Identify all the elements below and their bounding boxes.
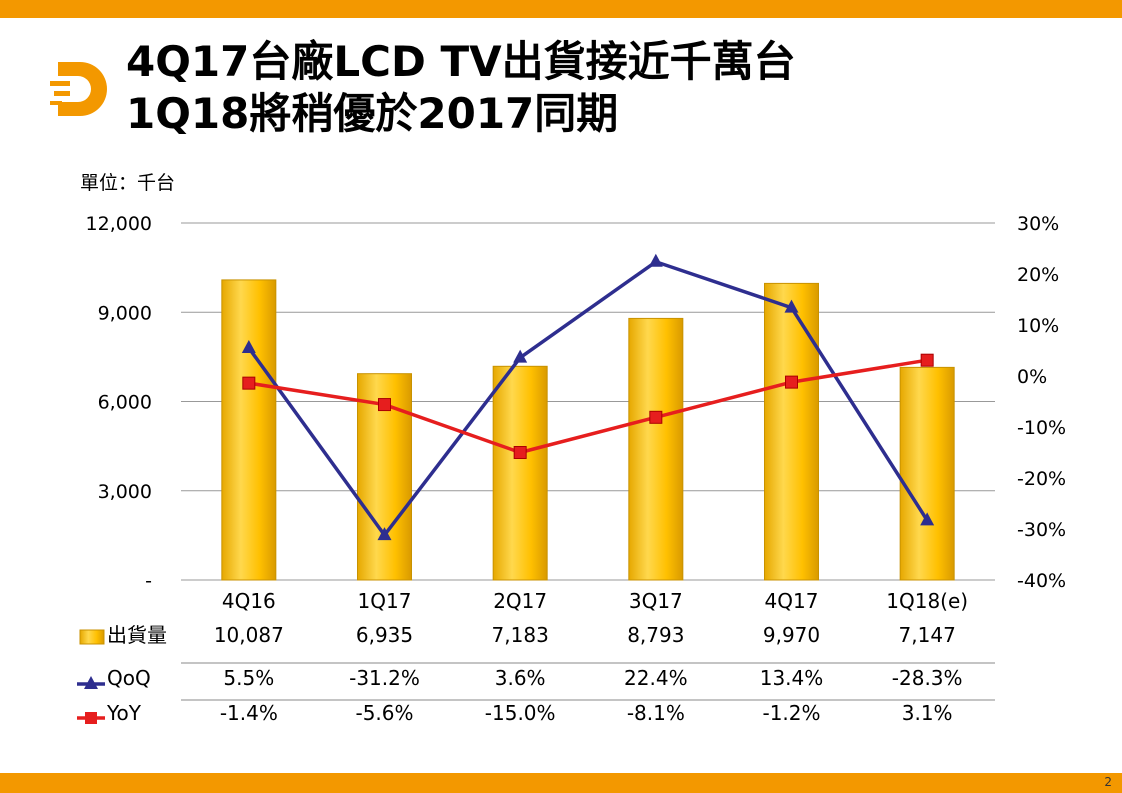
- bar-shipments: [899, 366, 955, 581]
- title-line-2: 1Q18將稍優於2017同期: [126, 89, 619, 138]
- qoq-point: [784, 299, 799, 313]
- qoq-point: [920, 512, 935, 526]
- legend-label-yoy: YoY: [106, 701, 142, 725]
- y-right-tick-label: -20%: [1017, 468, 1066, 490]
- bar-shipments: [492, 365, 548, 581]
- legend-label-qoq: QoQ: [107, 666, 151, 690]
- bar-shipments: [221, 279, 277, 581]
- table-cell: -28.3%: [892, 666, 963, 690]
- yoy-line: [248, 358, 928, 455]
- qoq-point: [648, 253, 663, 267]
- table-cell: 3.6%: [495, 666, 546, 690]
- y-right-tick-label: 30%: [1017, 213, 1059, 235]
- qoq-line: [247, 259, 929, 539]
- yoy-point: [920, 353, 934, 367]
- yoy-point: [649, 410, 663, 424]
- y-left-tick-label: 3,000: [98, 481, 152, 503]
- y-right-tick-label: 10%: [1017, 315, 1059, 337]
- table-cell: 7,147: [899, 623, 956, 647]
- table-cell: -8.1%: [627, 701, 685, 725]
- legend-key-qoq-marker: [84, 676, 98, 689]
- legend-label-shipments: 出貨量: [107, 623, 167, 647]
- y-right-tick-label: 0%: [1017, 366, 1047, 388]
- table-cell: 10,087: [214, 623, 284, 647]
- yoy-point: [513, 446, 527, 459]
- unit-label: 單位：千台: [80, 172, 176, 194]
- qoq-point: [377, 527, 392, 541]
- yoy-point: [378, 398, 391, 412]
- bar-shipments: [764, 282, 819, 581]
- y-left-tick-label: -: [145, 570, 152, 592]
- table-cell: 3.1%: [902, 701, 953, 725]
- page-number: 2: [1104, 775, 1112, 789]
- x-category-label: 1Q17: [358, 589, 412, 613]
- y-right-tick-label: -40%: [1017, 570, 1066, 592]
- qoq-point: [241, 339, 256, 353]
- yoy-point: [785, 375, 798, 389]
- bar-shipments: [628, 317, 684, 581]
- x-category-label: 2Q17: [493, 589, 547, 613]
- table-cell: 5.5%: [223, 666, 274, 690]
- table-cell: 7,183: [492, 623, 549, 647]
- y-left-tick-label: 6,000: [98, 392, 152, 414]
- table-cell: 13.4%: [760, 666, 824, 690]
- bottom-accent-bar: [0, 773, 1122, 793]
- table-cell: -1.4%: [220, 701, 278, 725]
- table-cell: 9,970: [763, 623, 820, 647]
- table-cell: 6,935: [356, 623, 413, 647]
- legend-key-bar: [79, 629, 105, 645]
- page-title: 4Q17台廠LCD TV出貨接近千萬台 1Q18將稍優於2017同期: [126, 36, 796, 140]
- qoq-point: [513, 349, 528, 363]
- table-cell: 22.4%: [624, 666, 688, 690]
- x-category-label: 1Q18(e): [886, 589, 968, 613]
- x-category-label: 4Q16: [222, 589, 276, 613]
- y-right-tick-label: 20%: [1017, 264, 1059, 286]
- table-cell: 8,793: [627, 623, 684, 647]
- x-category-label: 3Q17: [629, 589, 683, 613]
- legend-key-yoy-marker: [85, 712, 97, 724]
- title-line-1: 4Q17台廠LCD TV出貨接近千萬台: [126, 37, 796, 86]
- y-left-tick-label: 12,000: [86, 213, 152, 235]
- table-cell: -1.2%: [762, 701, 820, 725]
- top-accent-bar: [0, 0, 1122, 18]
- table-cell: -31.2%: [349, 666, 420, 690]
- company-logo: [50, 62, 107, 116]
- table-cell: -15.0%: [485, 701, 556, 725]
- y-right-tick-label: -10%: [1017, 417, 1066, 439]
- table-cell: -5.6%: [355, 701, 413, 725]
- x-category-label: 4Q17: [765, 589, 819, 613]
- yoy-point: [242, 376, 256, 390]
- y-left-tick-label: 9,000: [98, 302, 152, 324]
- y-right-tick-label: -30%: [1017, 519, 1066, 541]
